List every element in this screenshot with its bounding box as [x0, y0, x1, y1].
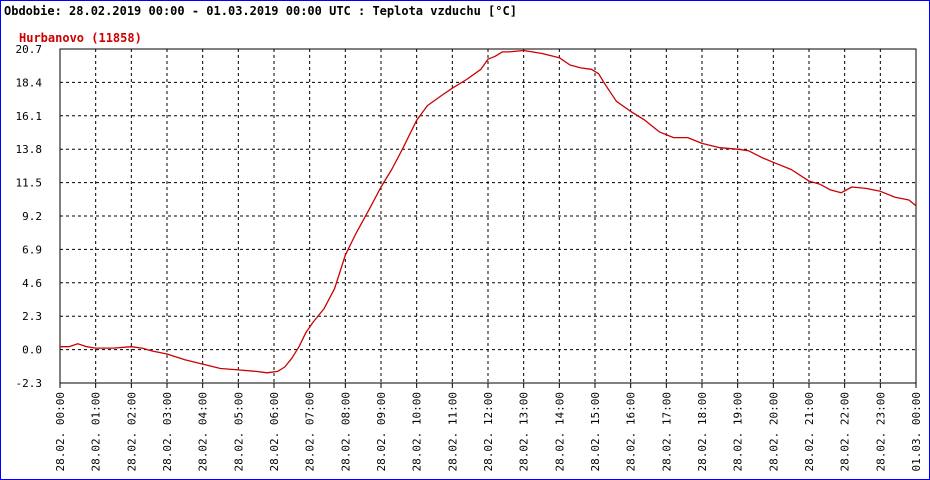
x-tick-label: 28.02. 22:00	[839, 392, 852, 471]
y-tick-label: 2.3	[22, 310, 42, 323]
y-tick-label: 9.2	[22, 210, 42, 223]
x-tick-label: 01.03. 00:00	[910, 392, 923, 471]
x-tick-label: 28.02. 02:00	[125, 392, 138, 471]
y-tick-label: 4.6	[22, 277, 42, 290]
x-tick-label: 28.02. 01:00	[90, 392, 103, 471]
grid	[60, 48, 916, 383]
y-tick-label: 11.5	[16, 177, 43, 190]
y-tick-label: 20.7	[16, 43, 43, 56]
y-tick-label: 13.8	[16, 143, 43, 156]
x-tick-label: 28.02. 21:00	[803, 392, 816, 471]
axes	[59, 48, 917, 388]
x-tick-label: 28.02. 09:00	[375, 392, 388, 471]
x-tick-label: 28.02. 15:00	[589, 392, 602, 471]
x-tick-label: 28.02. 13:00	[518, 392, 531, 471]
x-tick-label: 28.02. 19:00	[732, 392, 745, 471]
x-tick-label: 28.02. 17:00	[660, 392, 673, 471]
x-tick-label: 28.02. 10:00	[411, 392, 424, 471]
y-tick-label: 0.0	[22, 344, 42, 357]
x-tick-labels: 28.02. 00:00 28.02. 01:00 28.02. 02:00 28.0…	[54, 392, 923, 471]
x-tick-label: 28.02. 20:00	[767, 392, 780, 471]
x-tick-label: 28.02. 07:00	[304, 392, 317, 471]
chart-header: Obdobie: 28.02.2019 00:00 - 01.03.2019 0…	[4, 4, 517, 18]
y-tick-label: 6.9	[22, 243, 42, 256]
x-tick-label: 28.02. 03:00	[161, 392, 174, 471]
station-label: Hurbanovo (11858)	[19, 31, 142, 45]
y-tick-label: 16.1	[16, 110, 43, 123]
series-layer	[60, 49, 917, 374]
plot-area-border	[59, 48, 917, 384]
x-tick-label: 28.02. 16:00	[625, 392, 638, 471]
x-tick-label: 28.02. 00:00	[54, 392, 67, 471]
x-tick-label: 28.02. 14:00	[553, 392, 566, 471]
x-tick-label: 28.02. 12:00	[482, 392, 495, 471]
x-tick-label: 28.02. 23:00	[874, 392, 887, 471]
x-tick-label: 28.02. 08:00	[339, 392, 352, 471]
x-tick-label: 28.02. 05:00	[232, 392, 245, 471]
x-tick-label: 28.02. 11:00	[446, 392, 459, 471]
x-tick-label: 28.02. 18:00	[696, 392, 709, 471]
x-tick-label: 28.02. 06:00	[268, 392, 281, 471]
y-tick-labels: 20.7 18.4 16.1 13.8 11.5 9.2 6.9 4.6 2.3 0.0 -2.3	[16, 43, 43, 390]
y-tick-label: 18.4	[16, 76, 43, 89]
temperature-series-line	[60, 49, 917, 374]
y-tick-label: -2.3	[16, 377, 43, 390]
x-tick-label: 28.02. 04:00	[197, 392, 210, 471]
